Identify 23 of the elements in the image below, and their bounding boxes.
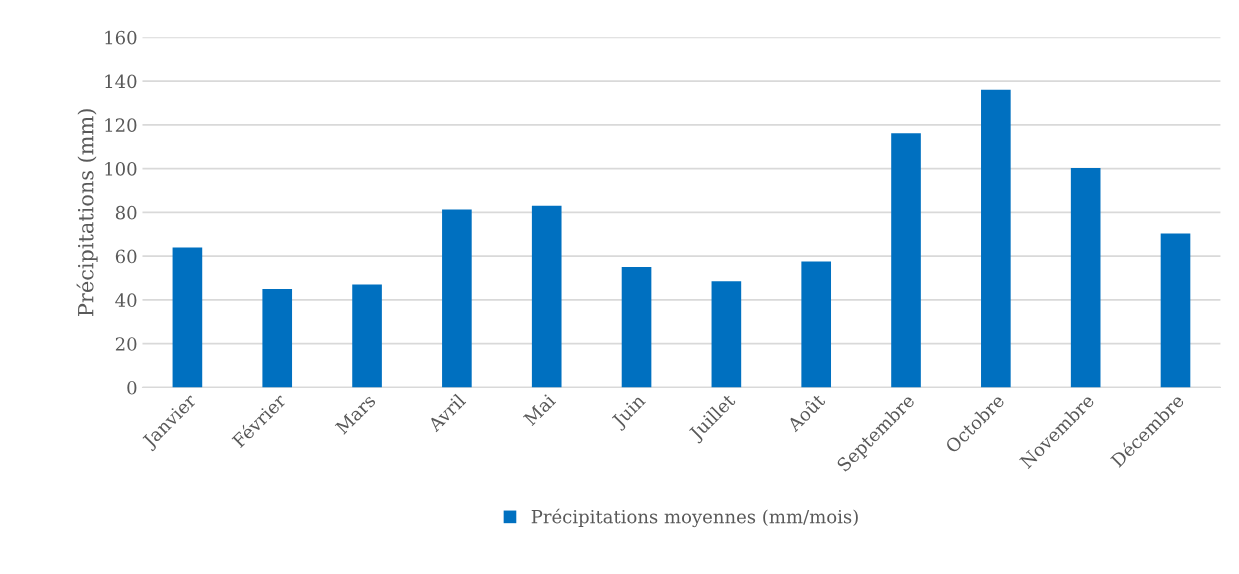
y-tick-label: 120 — [105, 118, 137, 132]
bar — [442, 209, 472, 388]
y-tick-label: 140 — [105, 74, 137, 89]
bar — [352, 284, 382, 388]
y-tick-label: 60 — [115, 249, 137, 264]
y-axis-title: Précipitations (mm) — [76, 109, 98, 316]
y-tick-label: 100 — [105, 162, 137, 176]
bar — [801, 261, 832, 388]
bar — [262, 288, 293, 388]
bar — [621, 267, 652, 388]
bar — [891, 133, 921, 388]
y-tick-label: 20 — [115, 337, 137, 351]
y-tick-label: 160 — [105, 30, 137, 45]
legend-label: Précipitations moyennes (mm/mois) — [531, 508, 858, 528]
bar — [1070, 167, 1101, 388]
bar — [531, 205, 562, 388]
y-tick-label: 80 — [115, 205, 137, 220]
y-tick-label: 40 — [115, 293, 137, 308]
bar — [172, 247, 203, 388]
bar — [1160, 233, 1191, 388]
y-tick-label: 0 — [127, 380, 137, 395]
bar — [981, 89, 1011, 388]
bar — [711, 281, 742, 388]
